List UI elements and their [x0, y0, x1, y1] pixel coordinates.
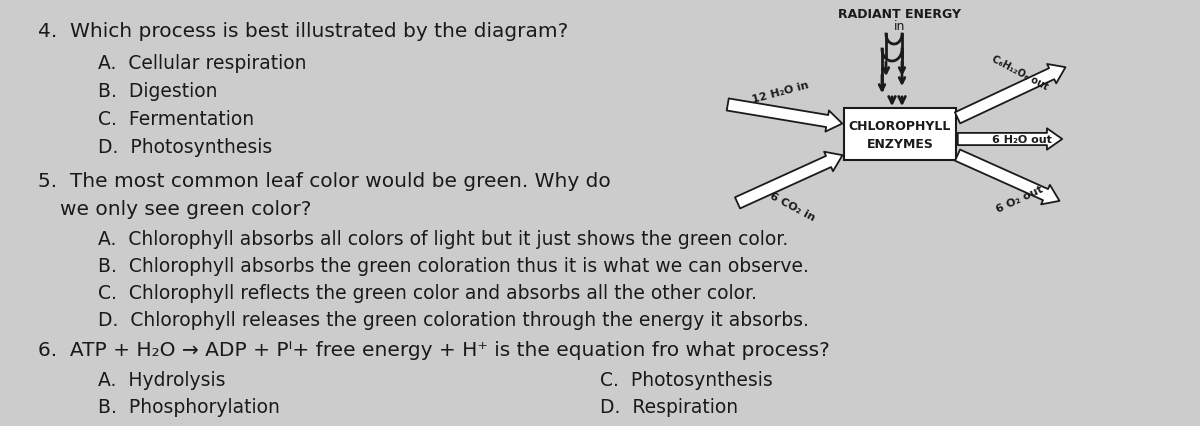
Text: 12 H₂O in: 12 H₂O in — [750, 81, 810, 105]
Text: D.  Photosynthesis: D. Photosynthesis — [98, 138, 272, 157]
Text: A.  Hydrolysis: A. Hydrolysis — [98, 370, 226, 389]
Text: B.  Digestion: B. Digestion — [98, 82, 217, 101]
Text: RADIANT ENERGY: RADIANT ENERGY — [839, 8, 961, 21]
Text: in: in — [894, 20, 906, 33]
Text: A.  Chlorophyll absorbs all colors of light but it just shows the green color.: A. Chlorophyll absorbs all colors of lig… — [98, 230, 788, 248]
Text: 5.  The most common leaf color would be green. Why do: 5. The most common leaf color would be g… — [38, 172, 611, 190]
FancyBboxPatch shape — [844, 109, 956, 161]
Text: B.  Phosphorylation: B. Phosphorylation — [98, 397, 280, 416]
Text: we only see green color?: we only see green color? — [60, 199, 311, 219]
Text: 4.  Which process is best illustrated by the diagram?: 4. Which process is best illustrated by … — [38, 22, 569, 41]
Text: B.  Chlorophyll absorbs the green coloration thus it is what we can observe.: B. Chlorophyll absorbs the green colorat… — [98, 256, 809, 275]
Text: A.  Cellular respiration: A. Cellular respiration — [98, 54, 306, 73]
Text: 6 O₂ out: 6 O₂ out — [995, 184, 1045, 215]
Text: C.  Chlorophyll reflects the green color and absorbs all the other color.: C. Chlorophyll reflects the green color … — [98, 283, 757, 302]
Text: C₆H₁₂O₆ out: C₆H₁₂O₆ out — [990, 54, 1050, 92]
Text: 6 CO₂ in: 6 CO₂ in — [768, 190, 816, 222]
Text: D.  Respiration: D. Respiration — [600, 397, 738, 416]
Text: ENZYMES: ENZYMES — [866, 138, 934, 151]
Text: 6 H₂O out: 6 H₂O out — [992, 135, 1052, 145]
Text: C.  Photosynthesis: C. Photosynthesis — [600, 370, 773, 389]
Text: D.  Chlorophyll releases the green coloration through the energy it absorbs.: D. Chlorophyll releases the green colora… — [98, 310, 809, 329]
Text: C.  Fermentation: C. Fermentation — [98, 110, 254, 129]
Text: CHLOROPHYLL: CHLOROPHYLL — [848, 120, 952, 133]
Text: 6.  ATP + H₂O → ADP + Pᴵ+ free energy + H⁺ is the equation fro what process?: 6. ATP + H₂O → ADP + Pᴵ+ free energy + H… — [38, 340, 829, 359]
